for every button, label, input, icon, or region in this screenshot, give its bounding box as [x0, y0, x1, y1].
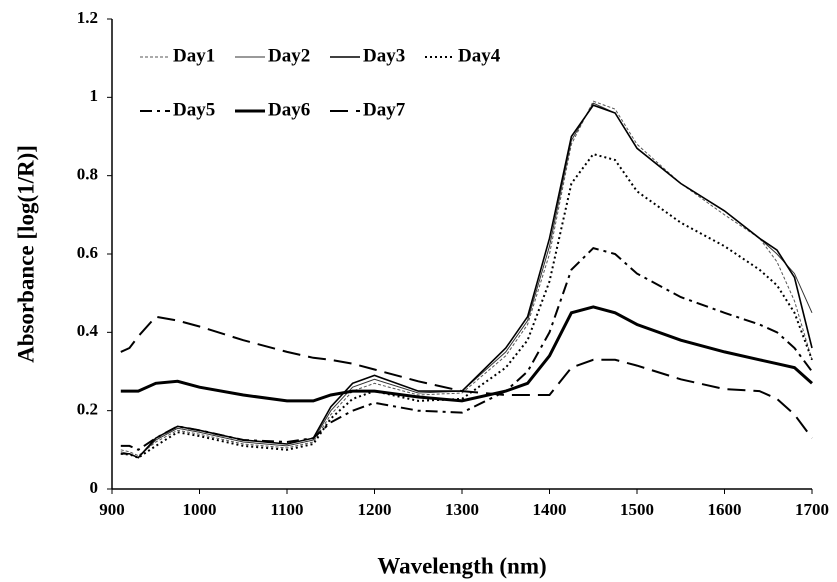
legend-label: Day4	[458, 45, 501, 66]
y-tick-label: 0.8	[77, 165, 98, 184]
y-tick-label: 0.2	[77, 400, 98, 419]
series-line	[120, 246, 813, 451]
y-tick-label: 0	[90, 478, 99, 497]
series-line	[120, 152, 813, 459]
x-tick-label: 1400	[533, 500, 567, 519]
legend-label: Day5	[173, 99, 215, 120]
series-line	[120, 102, 813, 459]
x-tick-label: 900	[99, 500, 125, 519]
legend-label: Day1	[173, 45, 215, 66]
y-tick-label: 0.6	[77, 243, 98, 262]
x-tick-label: 1100	[270, 500, 303, 519]
x-tick-label: 1200	[358, 500, 392, 519]
legend-label: Day6	[268, 99, 310, 120]
x-tick-label: 1600	[708, 500, 742, 519]
y-tick-label: 1.2	[77, 8, 98, 27]
series-line	[120, 100, 813, 457]
y-tick-label: 1	[90, 86, 99, 105]
x-tick-label: 1500	[620, 500, 654, 519]
legend-label: Day3	[363, 45, 405, 66]
x-tick-label: 1300	[445, 500, 479, 519]
series-line	[120, 315, 813, 439]
legend-label: Day2	[268, 45, 310, 66]
y-tick-label: 0.4	[77, 321, 99, 340]
x-tick-label: 1000	[183, 500, 217, 519]
x-axis-title: Wavelength (nm)	[377, 553, 546, 578]
y-axis-title: Absorbance [log(1/R)]	[13, 145, 38, 363]
legend-label: Day7	[363, 99, 406, 120]
x-tick-label: 1700	[795, 500, 829, 519]
series-line	[120, 305, 814, 403]
series-line	[120, 104, 813, 459]
